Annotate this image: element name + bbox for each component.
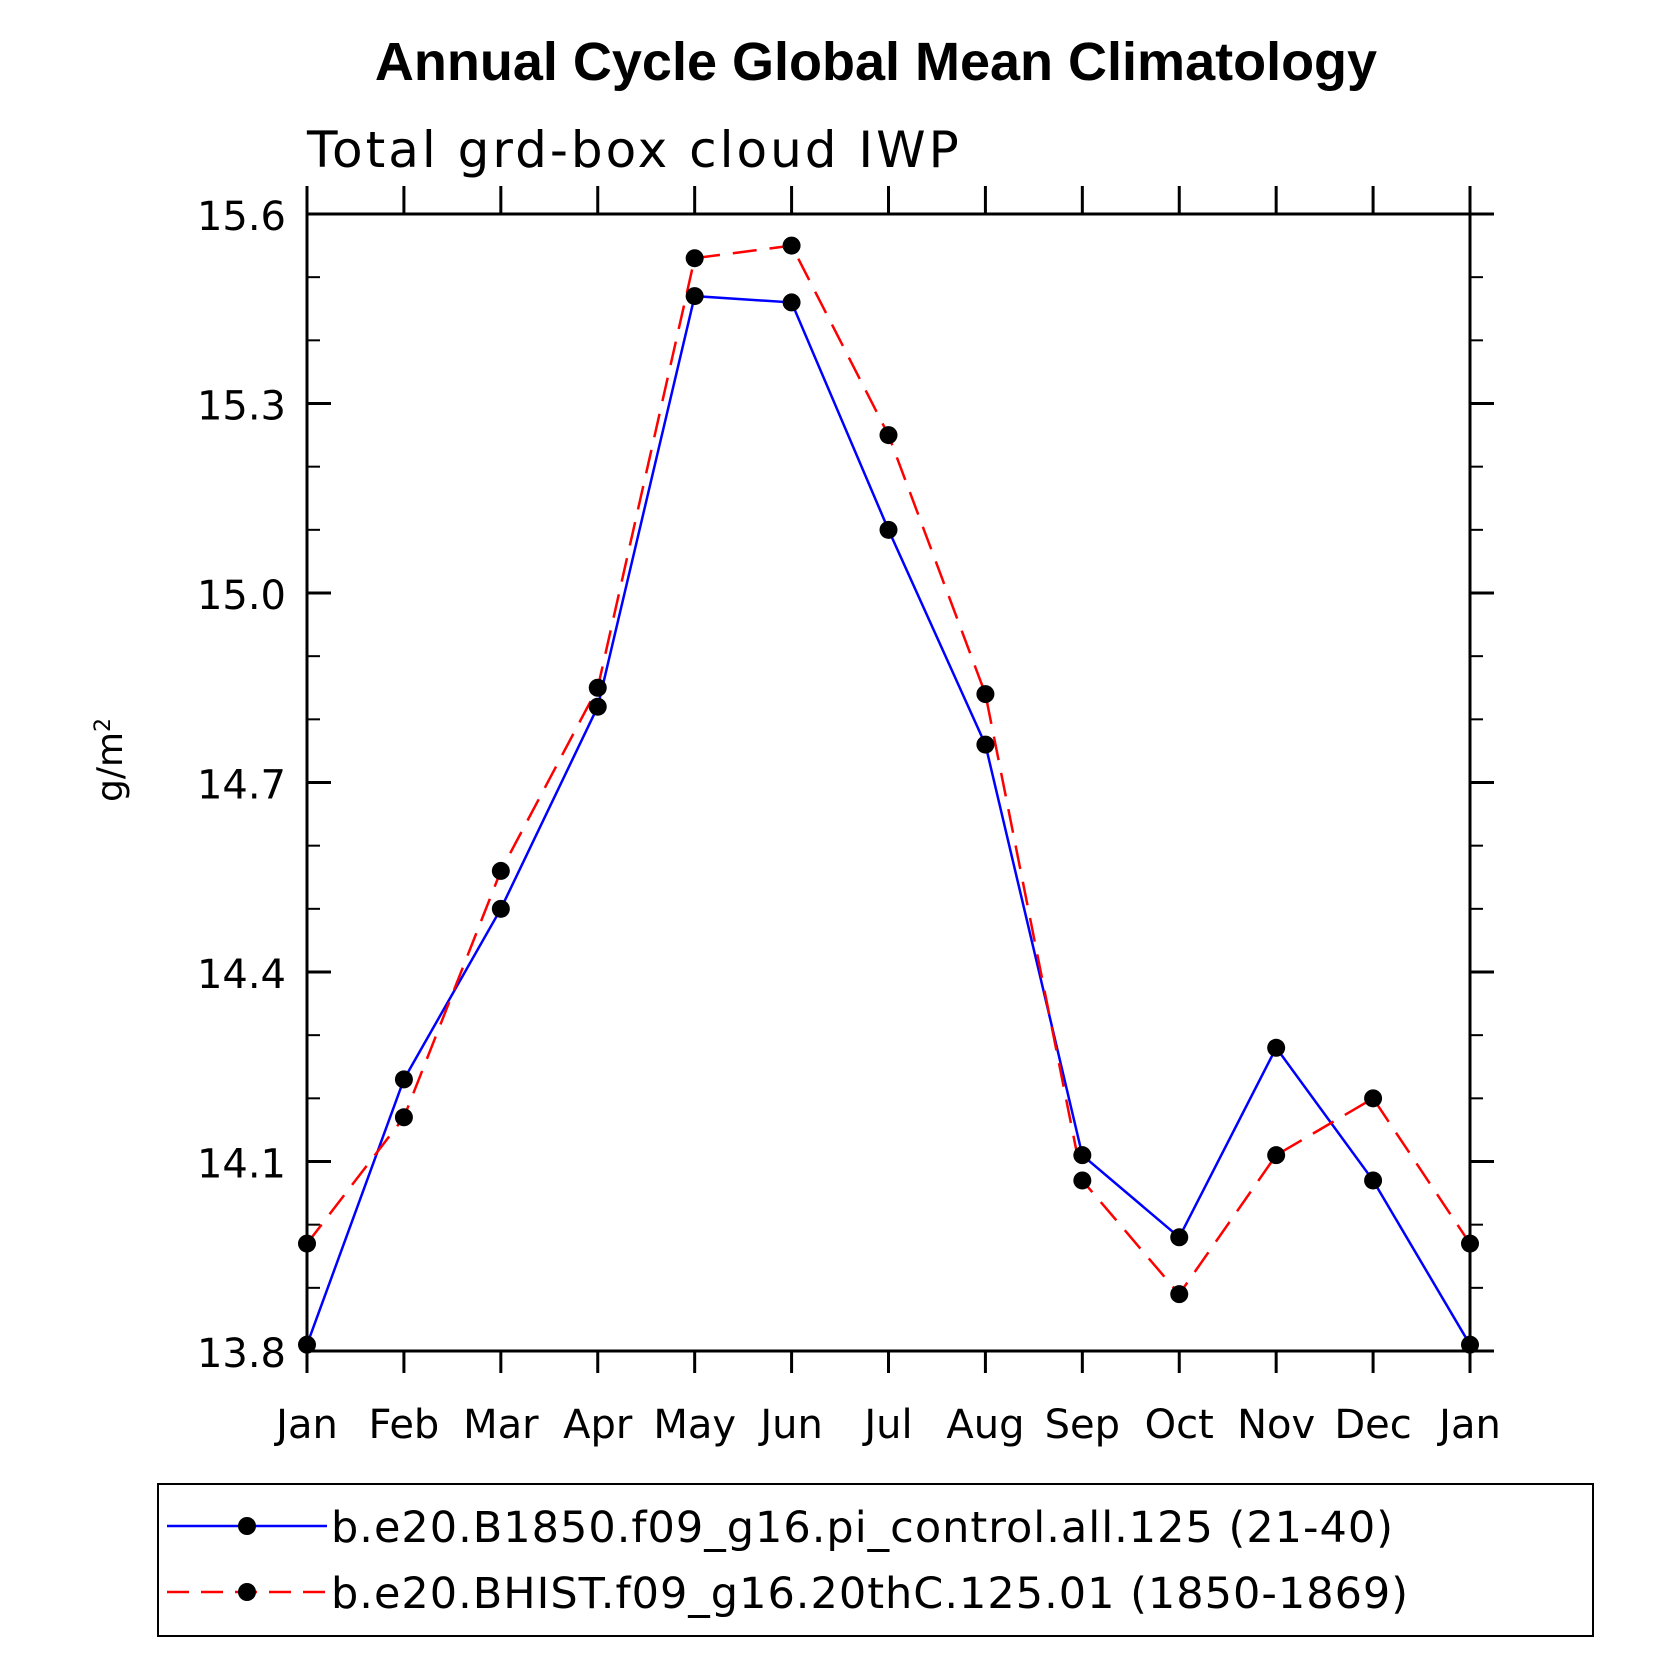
- y-tick-label: 14.1: [197, 1142, 286, 1188]
- series-1-point: [685, 287, 704, 306]
- y-tick-label: 15.0: [197, 573, 286, 619]
- series-2-point: [1073, 1171, 1092, 1190]
- series-1-point: [1170, 1228, 1189, 1247]
- legend-box: [157, 1483, 1594, 1637]
- legend-label: b.e20.B1850.f09_g16.pi_control.all.125 (…: [331, 1503, 1394, 1553]
- x-tick-label: Dec: [1334, 1402, 1411, 1448]
- legend-label: b.e20.BHIST.f09_g16.20thC.125.01 (1850-1…: [331, 1569, 1409, 1619]
- x-tick-label: Feb: [369, 1402, 440, 1448]
- series-1-point: [588, 697, 607, 716]
- x-tick-labels: Jan Feb Mar Apr May Jun Jul Aug Sep Oct Nov Dec Jan: [273, 1402, 1501, 1448]
- series-1-point: [1267, 1038, 1286, 1057]
- y-axis-label: g/m2: [90, 718, 131, 802]
- chart-title: Annual Cycle Global Mean Climatology: [375, 32, 1377, 92]
- series-2-point: [394, 1108, 413, 1127]
- legend-swatch-marker: [238, 1583, 256, 1601]
- series-2-point: [491, 861, 510, 880]
- y-tick-label: 14.7: [197, 763, 286, 809]
- x-tick-label: Jun: [757, 1402, 823, 1448]
- series-2-point: [1170, 1285, 1189, 1304]
- y-tick-label: 13.8: [197, 1331, 286, 1377]
- y-axis-label-unit: g/m: [90, 732, 131, 802]
- series-2-point: [588, 678, 607, 697]
- series-2-point: [1267, 1146, 1286, 1165]
- series-1-point: [394, 1070, 413, 1089]
- series-layer: [298, 236, 1479, 1354]
- chart-subtitle: Total grd-box cloud IWP: [306, 121, 962, 179]
- legend-swatch-marker: [238, 1517, 256, 1535]
- y-tick-labels: 13.8 14.1 14.4 14.7 15.0 15.3 15.6: [197, 194, 286, 1377]
- legend: b.e20.B1850.f09_g16.pi_control.all.125 (…: [157, 1483, 1594, 1637]
- x-tick-label: Apr: [563, 1402, 633, 1448]
- y-tick-label: 15.6: [197, 194, 286, 240]
- series-line-1: [305, 294, 1472, 1346]
- axis-ticks: [305, 186, 1494, 1373]
- y-tick-label: 14.4: [197, 952, 286, 998]
- x-tick-label: May: [653, 1402, 736, 1448]
- x-tick-label: Mar: [463, 1402, 539, 1448]
- series-1-point: [879, 520, 898, 539]
- x-tick-label: Oct: [1145, 1402, 1214, 1448]
- series-2-point: [879, 426, 898, 445]
- series-1-point: [491, 899, 510, 918]
- x-tick-label: Jan: [1436, 1402, 1501, 1448]
- y-axis-label-superscript: 2: [91, 718, 116, 732]
- y-tick-label: 15.3: [197, 384, 286, 430]
- series-line-2: [306, 244, 1472, 1297]
- series-1-point: [976, 735, 995, 754]
- series-1-point: [1364, 1171, 1383, 1190]
- plot-frame: [305, 212, 1472, 1353]
- series-2-point: [782, 236, 801, 255]
- series-2-point: [685, 249, 704, 268]
- x-tick-label: Aug: [946, 1402, 1024, 1448]
- x-tick-label: Jan: [273, 1402, 338, 1448]
- series-2-point: [976, 685, 995, 704]
- series-1-point: [782, 293, 801, 312]
- series-2-point: [1364, 1089, 1383, 1108]
- series-1-point: [1073, 1146, 1092, 1165]
- x-tick-label: Jul: [861, 1402, 912, 1448]
- x-tick-label: Sep: [1045, 1402, 1120, 1448]
- x-tick-label: Nov: [1237, 1402, 1315, 1448]
